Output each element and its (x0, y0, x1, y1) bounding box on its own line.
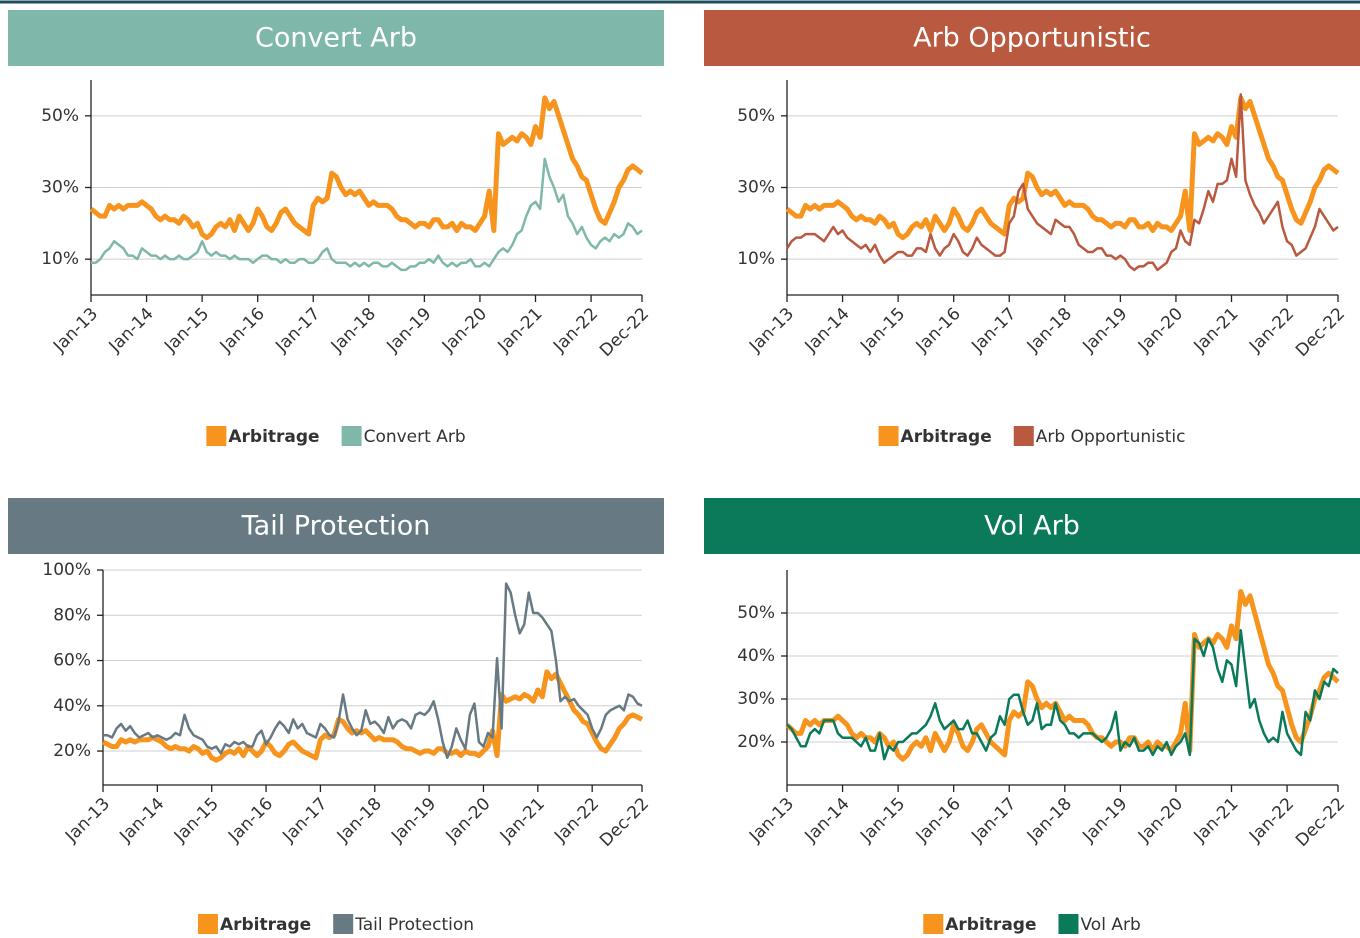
legend-swatch (878, 426, 899, 446)
x-tick-label: Jan-22 (1245, 794, 1298, 847)
x-tick-label: Jan-22 (549, 304, 602, 357)
y-tick-label: 60% (53, 651, 91, 671)
x-tick-label: Jan-20 (438, 304, 491, 357)
x-tick-label: Jan-17 (967, 304, 1020, 357)
x-tick-label: Jan-21 (496, 794, 549, 847)
x-tick-label: Jan-22 (550, 794, 603, 847)
y-tick-label: 50% (41, 106, 79, 126)
x-tick-label: Jan-19 (1078, 794, 1131, 847)
y-tick-label: 30% (41, 178, 79, 198)
x-tick-label: Jan-20 (442, 794, 495, 847)
x-tick-label: Jan-18 (333, 794, 386, 847)
x-tick-label: Jan-16 (224, 794, 277, 847)
x-tick-label: Jan-17 (271, 304, 324, 357)
x-tick-label: Jan-17 (278, 794, 331, 847)
series-line (786, 628, 1339, 761)
x-tick-label: Jan-14 (105, 304, 158, 357)
series-line (91, 157, 643, 272)
series-line (89, 95, 644, 241)
chart-title: Vol Arb (984, 511, 1080, 542)
x-tick-label: Jan-15 (170, 794, 223, 847)
y-tick-label: 100% (42, 560, 91, 580)
x-tick-label: Dec-22 (596, 304, 653, 361)
x-tick-label: Jan-16 (912, 304, 965, 357)
legend-label: Arbitrage (945, 915, 1036, 935)
legend-label: Convert Arb (364, 427, 466, 447)
series-line (785, 95, 1340, 241)
x-tick-label: Jan-18 (1023, 304, 1076, 357)
y-tick-label: 40% (737, 646, 775, 666)
legend-label: Arbitrage (220, 915, 311, 935)
x-tick-label: Jan-18 (1023, 794, 1076, 847)
x-tick-label: Jan-15 (160, 304, 213, 357)
chart-title: Arb Opportunistic (913, 23, 1151, 54)
legend-label: Arb Opportunistic (1036, 427, 1186, 447)
x-tick-label: Jan-19 (387, 794, 440, 847)
x-tick-label: Jan-16 (912, 794, 965, 847)
x-tick-label: Jan-15 (856, 794, 909, 847)
x-tick-label: Jan-16 (216, 304, 269, 357)
x-tick-label: Jan-22 (1245, 304, 1298, 357)
x-tick-label: Jan-21 (1190, 794, 1243, 847)
chart-title: Convert Arb (255, 23, 417, 54)
y-tick-label: 30% (737, 178, 775, 198)
x-tick-label: Jan-13 (745, 794, 798, 847)
legend-label: Tail Protection (354, 915, 474, 935)
x-tick-label: Jan-21 (494, 304, 547, 357)
legend-swatch (197, 914, 218, 934)
y-tick-label: 20% (737, 732, 775, 752)
x-tick-label: Jan-13 (745, 304, 798, 357)
x-tick-label: Jan-13 (61, 794, 114, 847)
legend-swatch (333, 914, 354, 934)
x-tick-label: Jan-13 (49, 304, 102, 357)
x-tick-label: Jan-18 (327, 304, 380, 357)
legend-swatch (923, 914, 944, 934)
y-tick-label: 30% (737, 689, 775, 709)
x-tick-label: Dec-22 (596, 794, 653, 851)
x-tick-label: Jan-20 (1134, 304, 1187, 357)
legend-label: Arbitrage (228, 427, 319, 447)
series-line (101, 669, 644, 763)
legend-swatch (206, 426, 227, 446)
title-banner (704, 10, 1360, 66)
x-tick-label: Jan-15 (856, 304, 909, 357)
legend-swatch (1058, 914, 1079, 934)
x-tick-label: Jan-19 (1078, 304, 1131, 357)
chart-title: Tail Protection (241, 511, 431, 542)
series-line (103, 582, 643, 760)
title-banner (8, 10, 664, 66)
y-tick-label: 10% (41, 249, 79, 269)
title-banner (8, 498, 664, 554)
x-tick-label: Jan-14 (801, 304, 854, 357)
x-tick-label: Jan-20 (1134, 794, 1187, 847)
x-tick-label: Jan-19 (382, 304, 435, 357)
legend-label: Vol Arb (1080, 915, 1140, 935)
title-banner (704, 498, 1360, 554)
x-tick-label: Dec-22 (1292, 304, 1349, 361)
x-tick-label: Jan-17 (967, 794, 1020, 847)
legend-label: Arbitrage (901, 427, 992, 447)
y-tick-label: 50% (737, 106, 775, 126)
series-line (785, 93, 1339, 272)
y-tick-label: 20% (53, 741, 91, 761)
legend-swatch (1013, 426, 1034, 446)
y-tick-label: 10% (737, 249, 775, 269)
y-tick-label: 40% (53, 696, 91, 716)
series-line (785, 589, 1340, 762)
y-tick-label: 50% (737, 603, 775, 623)
legend-swatch (341, 426, 362, 446)
x-tick-label: Jan-21 (1190, 304, 1243, 357)
x-tick-label: Dec-22 (1292, 794, 1349, 851)
x-tick-label: Jan-14 (115, 794, 168, 847)
y-tick-label: 80% (53, 605, 91, 625)
x-tick-label: Jan-14 (801, 794, 854, 847)
